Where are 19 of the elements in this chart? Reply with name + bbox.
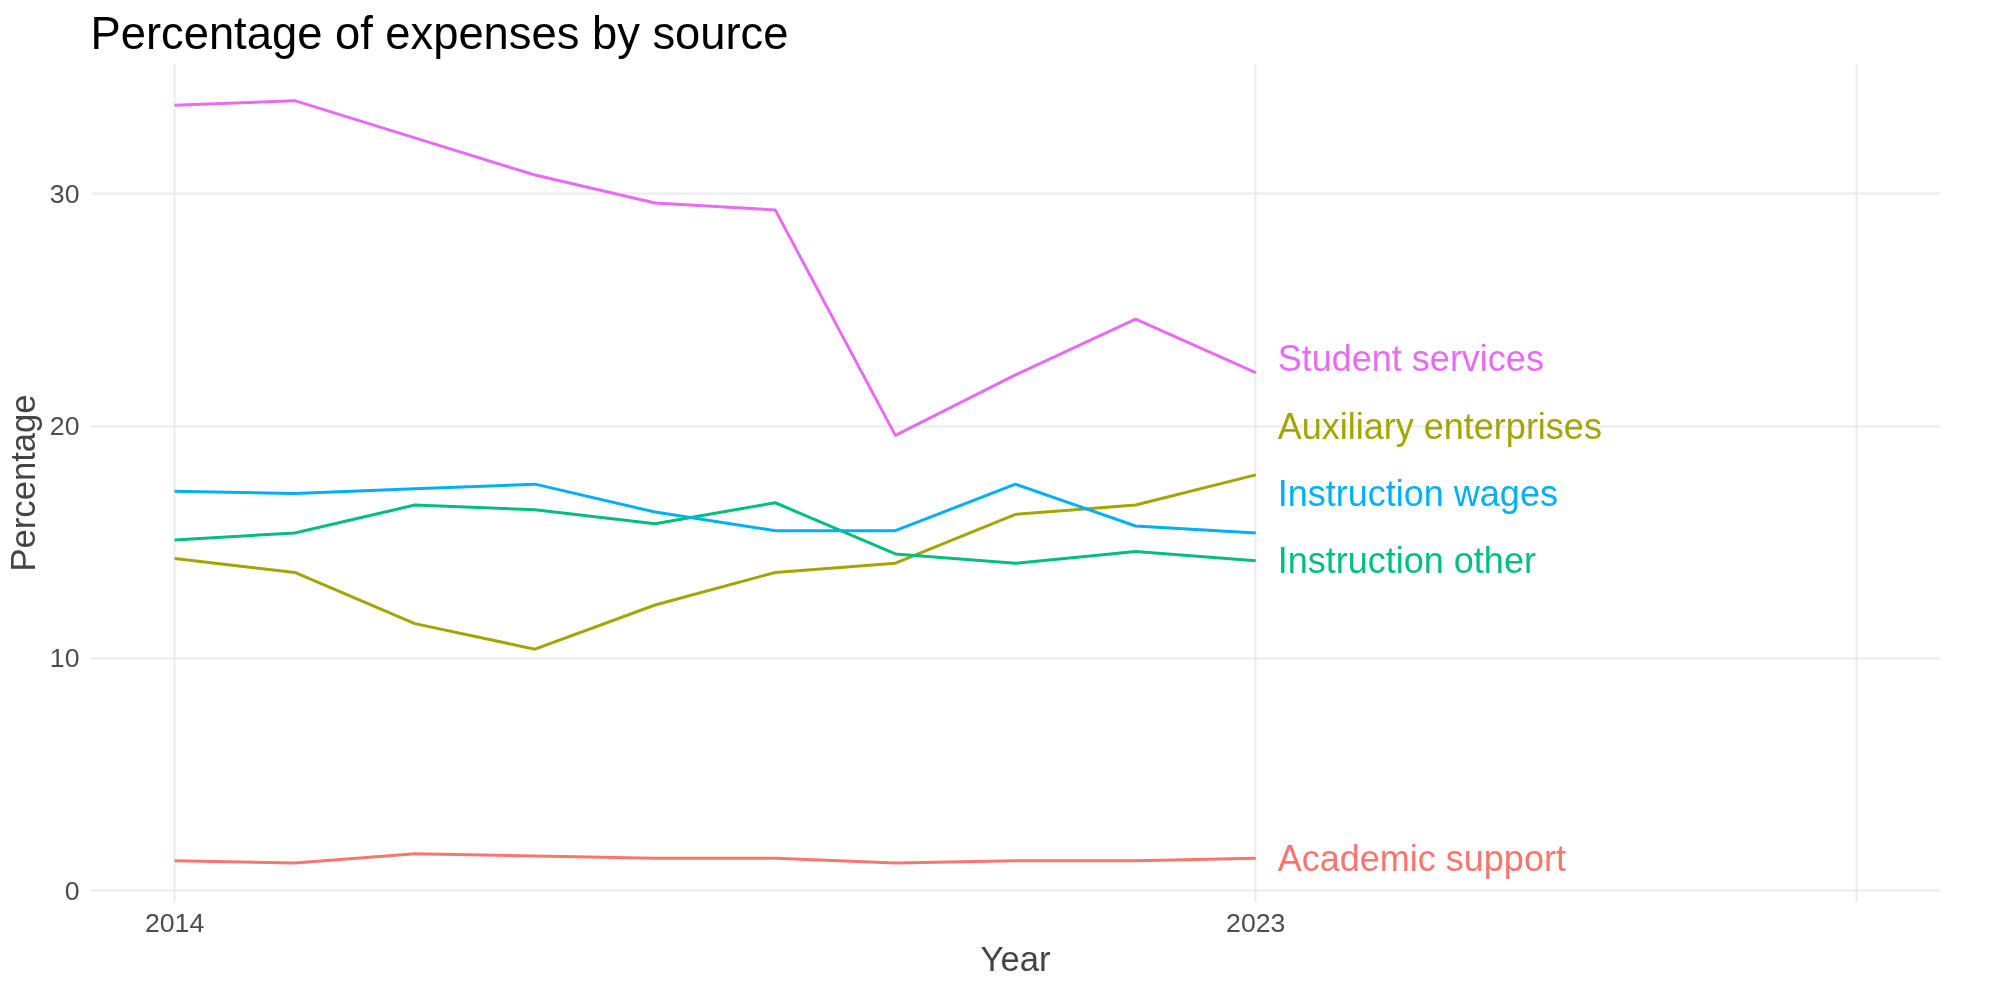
y-tick-label: 0 (64, 875, 80, 906)
series-label: Academic support (1277, 837, 1566, 879)
line-series (173, 99, 1258, 437)
y-axis-title: Percentage (3, 394, 42, 572)
y-tick-label: 30 (49, 178, 80, 209)
x-axis-title: Year (980, 939, 1051, 978)
line-series (173, 482, 1258, 535)
line-series (173, 501, 1258, 565)
series-label: Student services (1277, 338, 1544, 380)
series-label: Instruction other (1277, 540, 1536, 582)
line-series (173, 852, 1258, 865)
line-series (173, 473, 1258, 651)
series-label: Instruction wages (1277, 472, 1558, 514)
x-tick-label: 2014 (144, 907, 205, 938)
series-label: Auxiliary enterprises (1277, 405, 1602, 447)
chart-title: Percentage of expenses by source (90, 7, 789, 59)
y-tick-label: 10 (49, 643, 80, 674)
x-tick-label: 2023 (1226, 907, 1286, 938)
y-tick-label: 20 (49, 411, 80, 442)
